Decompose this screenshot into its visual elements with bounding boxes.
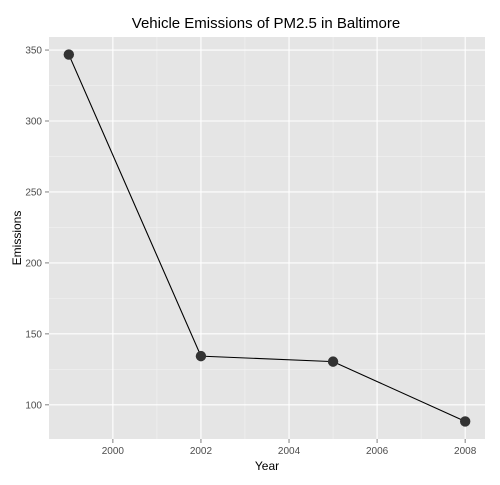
y-tick-label: 350 <box>25 46 42 57</box>
y-tick-label: 200 <box>25 258 42 269</box>
y-tick-label: 100 <box>25 400 42 411</box>
x-tick-label: 2008 <box>454 446 477 457</box>
data-point <box>327 356 339 367</box>
series-layer <box>63 49 471 427</box>
data-point <box>63 49 75 60</box>
x-tick-label: 2004 <box>278 446 301 457</box>
y-tick-label: 300 <box>25 117 42 128</box>
series-line <box>68 54 466 422</box>
x-tick-label: 2006 <box>366 446 389 457</box>
data-point <box>195 350 207 362</box>
y-axis-title: Emissions <box>10 211 24 266</box>
y-tick-label: 150 <box>25 329 42 340</box>
grid-major <box>49 37 485 439</box>
x-tick-labels: 2000 2002 2004 2006 2008 <box>102 446 477 457</box>
x-axis-title: Year <box>255 459 279 473</box>
plot-panel <box>49 37 485 439</box>
x-tick-label: 2000 <box>102 446 125 457</box>
axis-ticks <box>45 49 466 443</box>
chart-title: Vehicle Emissions of PM2.5 in Baltimore <box>132 15 400 32</box>
x-tick-label: 2002 <box>190 446 213 457</box>
y-tick-labels: 100 150 200 250 300 350 <box>25 46 42 412</box>
data-point <box>459 416 471 427</box>
grid-minor <box>49 37 485 439</box>
y-tick-label: 250 <box>25 187 42 198</box>
